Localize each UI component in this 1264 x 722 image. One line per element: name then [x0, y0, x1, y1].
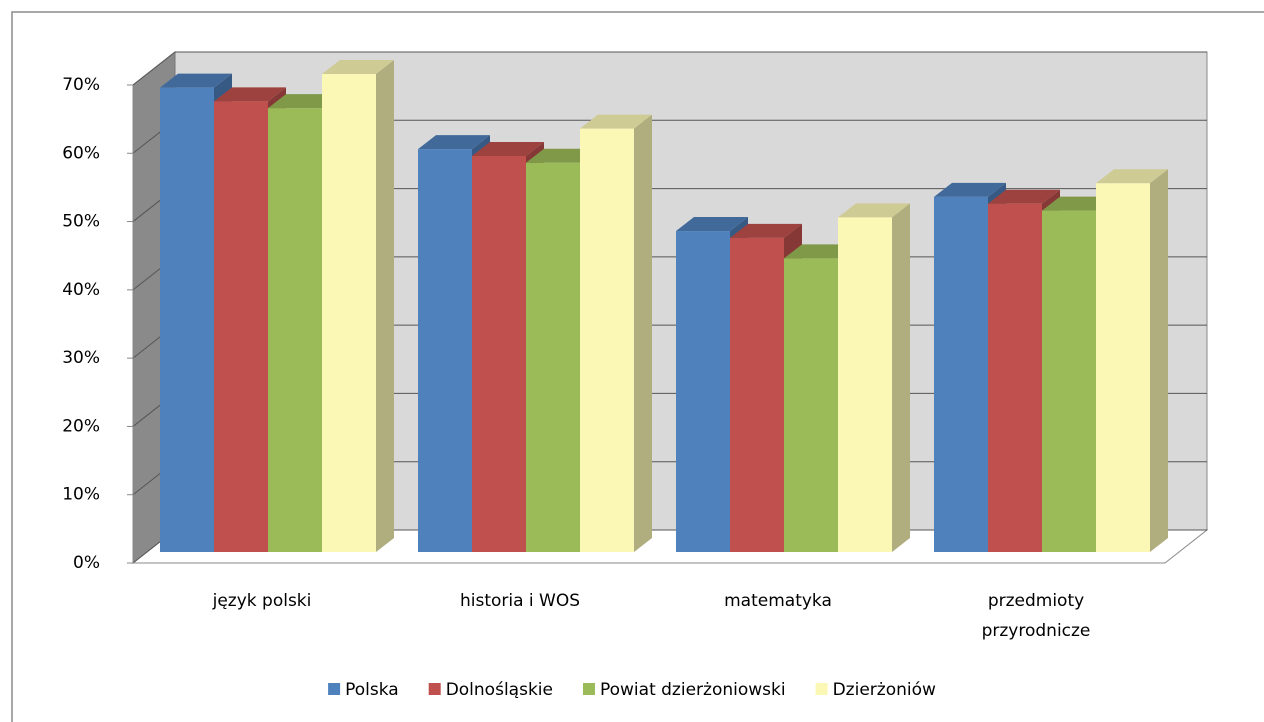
legend-item: Dzierżoniów [815, 680, 936, 700]
bar-side [1150, 169, 1168, 552]
x-tick-label-box: język polski [212, 591, 312, 611]
bar-top [214, 87, 286, 102]
bar-top [988, 189, 1060, 204]
bar-side [892, 203, 910, 552]
bar-top [730, 223, 802, 238]
bar [526, 162, 580, 552]
bar [268, 108, 322, 553]
bar [784, 258, 838, 552]
legend-swatch [428, 683, 441, 695]
bar-top [160, 73, 232, 88]
bar [322, 74, 376, 552]
x-tick-label: przedmioty przyrodnicze [981, 591, 1091, 641]
bar [934, 196, 988, 552]
legend-swatch [815, 683, 828, 695]
bar [472, 155, 526, 552]
x-tick-label-box: historia i WOS [459, 591, 581, 611]
bar [730, 237, 784, 552]
bar-side [634, 114, 652, 552]
grid-line-side [132, 51, 176, 86]
legend-item: Powiat dzierżoniowski [582, 680, 786, 700]
y-tick-label: 10% [62, 485, 100, 505]
legend-swatch [328, 683, 341, 695]
bar-top [418, 135, 490, 150]
bar-top [580, 114, 652, 129]
bar-top [1096, 169, 1168, 184]
y-tick-label: 20% [62, 416, 100, 436]
legend-item: Polska [328, 680, 399, 700]
bar-top [676, 217, 748, 232]
bar [214, 101, 268, 553]
legend-label: Dolnośląskie [446, 680, 553, 700]
x-tick-label: język polski [212, 591, 312, 611]
bar [160, 87, 214, 553]
x-tick-label-box: przedmioty przyrodnicze [981, 591, 1091, 641]
bar [1096, 183, 1150, 552]
x-tick-label: matematyka [724, 591, 832, 611]
bar-top [472, 141, 544, 156]
y-tick-label: 30% [62, 348, 100, 368]
legend-label: Polska [345, 680, 399, 700]
y-tick-label: 70% [62, 75, 100, 95]
legend-swatch [582, 683, 595, 695]
y-tick-label: 50% [62, 212, 100, 232]
legend-label: Dzierżoniów [833, 680, 936, 700]
bar [580, 128, 634, 552]
bar [838, 217, 892, 552]
bar-side [376, 60, 394, 552]
y-tick-label: 40% [62, 280, 100, 300]
bar [676, 231, 730, 553]
y-tick-label: 0% [73, 553, 100, 573]
x-tick-label-box: matematyka [724, 591, 832, 611]
bar-top [322, 60, 394, 74]
y-tick-label: 60% [62, 143, 100, 163]
legend-item: Dolnośląskie [428, 680, 553, 700]
bar-top [934, 182, 1006, 197]
legend-label: Powiat dzierżoniowski [600, 680, 786, 700]
bar-top [838, 203, 910, 218]
legend: Polska Dolnośląskie Powiat dzierżoniowski D… [328, 680, 936, 700]
x-tick-label: historia i WOS [459, 591, 581, 611]
bar [418, 149, 472, 552]
bar [988, 203, 1042, 552]
bar [1042, 210, 1096, 553]
